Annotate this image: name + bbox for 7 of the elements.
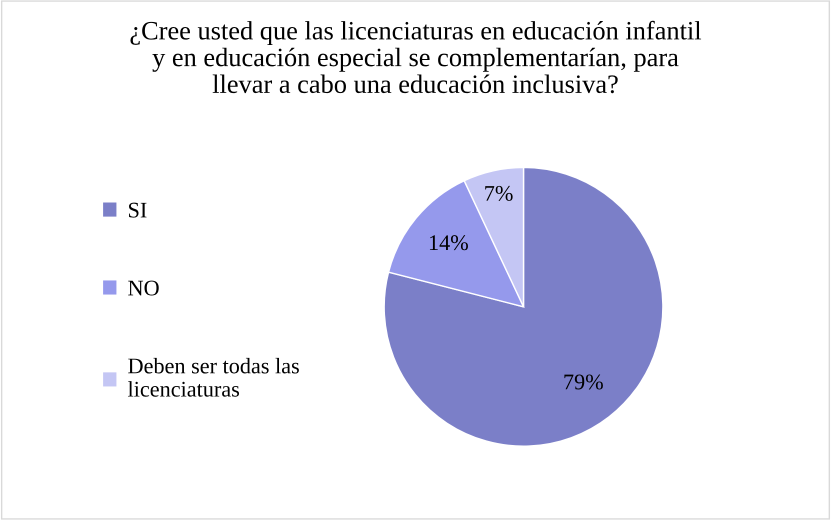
legend-label: NO (128, 280, 159, 296)
chart-title: ¿Cree usted que las licenciaturas en educación infantil y en educación especial se complementarían, para llevar a cabo una educación inclusiva? (130, 20, 702, 94)
data-label: 79% (564, 374, 603, 390)
data-label: 7% (485, 186, 513, 201)
legend-label: Deben ser todas las licenciaturas (128, 358, 299, 397)
data-label: 14% (430, 235, 468, 250)
legend-label: SI (129, 202, 147, 218)
